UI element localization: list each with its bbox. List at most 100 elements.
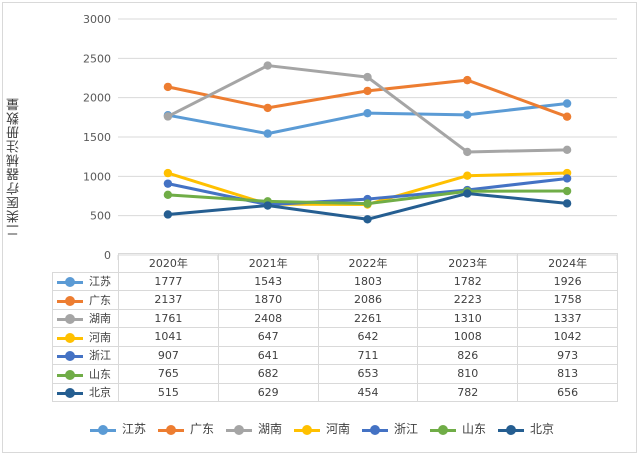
table-cell: 1758 [517,290,618,310]
data-point [463,171,472,180]
data-point [163,168,173,178]
legend-label: 湖南 [257,422,282,436]
data-point [363,215,372,224]
table-cell: 907 [118,345,219,365]
table-cell: 1008 [417,327,519,347]
series-name: 江苏 [89,275,111,289]
table-cell: 1761 [118,308,219,328]
data-point [263,201,272,210]
series-name: 河南 [89,330,111,344]
data-point [163,190,173,200]
table-cell: 973 [517,345,618,365]
table-cell: 2261 [317,308,419,328]
data-point [562,174,572,183]
table-cell: 2086 [317,290,419,310]
series-name: 北京 [89,386,111,400]
legend-item: 湖南 [222,420,282,437]
series-name: 广东 [89,293,111,307]
data-point [562,199,572,208]
legend-swatch-icon [225,424,252,435]
table-cell: 642 [317,327,419,347]
table-cell: 641 [217,345,319,365]
series-swatch-icon [57,369,83,380]
data-point [562,145,572,155]
y-tick-label: 3000 [83,13,111,26]
y-tick-label: 500 [90,210,111,223]
table-cell: 765 [118,364,219,384]
table-cell: 1310 [417,308,519,328]
table-cell: 711 [317,345,419,365]
series-label-cell: 河南 [52,327,119,347]
data-point [163,179,173,188]
series-swatch-icon [57,351,83,362]
data-point [463,147,472,157]
legend-label: 广东 [189,422,214,436]
table-cell: 1041 [118,327,219,347]
data-point [363,72,372,82]
table-cell: 1042 [517,327,618,347]
series-name: 山东 [89,367,111,381]
series-label-cell: 浙江 [52,345,119,365]
table-cell: 454 [317,382,419,402]
data-point [463,189,472,198]
series-swatch-icon [57,388,83,399]
data-point [562,112,572,121]
table-cell: 629 [217,382,319,402]
x-category-label: 2023年 [417,253,519,273]
y-tick-label: 2500 [83,52,111,65]
table-cell: 1782 [417,271,519,291]
legend-label: 河南 [325,422,350,436]
table-cell: 826 [417,345,519,365]
legend-label: 山东 [462,422,487,436]
table-cell: 2223 [417,290,519,310]
table-cell: 1543 [217,271,319,291]
legend-item: 河南 [290,420,350,437]
y-tick-label: 1000 [83,170,111,183]
legend-item: 北京 [494,420,554,437]
data-point [463,110,472,120]
table-cell: 1337 [517,308,618,328]
table-row: 河南 1041 647 642 1008 1042 [52,327,618,347]
legend-swatch-icon [293,424,320,435]
series-name: 浙江 [89,349,111,363]
table-cell: 2137 [118,290,219,310]
table-row: 北京 515 629 454 782 656 [52,382,618,402]
legend-swatch-icon [89,424,116,435]
table-cell: 682 [217,364,319,384]
table-cell: 647 [217,327,319,347]
data-point [163,82,173,92]
series-swatch-icon [57,277,83,288]
table-cell: 782 [417,382,519,402]
legend-label: 江苏 [121,422,146,436]
table-cell: 1926 [517,271,618,291]
table-row: 湖南 1761 2408 2261 1310 1337 [52,308,618,328]
legend-label: 浙江 [394,422,419,436]
x-category-label: 2021年 [217,253,319,273]
table-row: 山东 765 682 653 810 813 [52,364,618,384]
table-cell: 2408 [217,308,319,328]
table-cell: 653 [317,364,419,384]
table-cell: 656 [517,382,618,402]
data-point [163,210,173,219]
data-point [562,99,572,108]
series-label-cell: 江苏 [52,271,119,291]
legend-item: 山东 [426,420,486,437]
table-corner [52,253,119,273]
series-label-cell: 广东 [52,290,119,310]
x-category-label: 2020年 [118,253,219,273]
series-label-cell: 北京 [52,382,119,402]
y-axis-title: 二类医疗器械注册数量 [7,97,22,237]
table-row: 浙江 907 641 711 826 973 [52,345,618,365]
series-swatch-icon [57,295,83,306]
data-point [463,75,472,85]
table-cell: 810 [417,364,519,384]
legend: 江苏 广东 湖南 河南 浙江 山东 北京 [0,420,640,437]
data-point [163,112,173,121]
series-swatch-icon [57,314,83,325]
data-point [363,199,372,208]
legend-swatch-icon [430,424,457,435]
legend-swatch-icon [362,424,388,435]
table-cell: 515 [118,382,219,402]
data-point [363,86,372,96]
